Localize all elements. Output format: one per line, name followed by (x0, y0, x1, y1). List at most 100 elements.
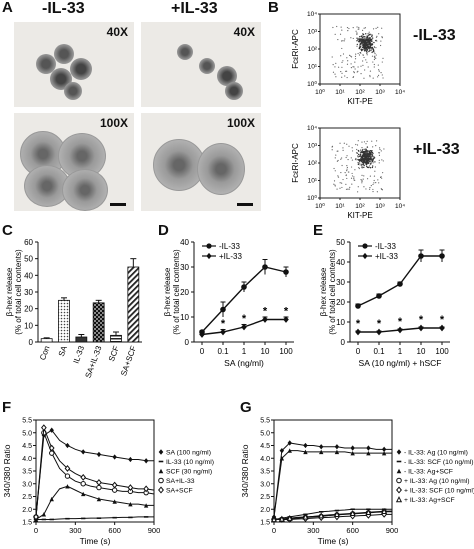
event-dot (359, 38, 362, 40)
event-dot (367, 154, 369, 156)
event-dot (364, 33, 367, 35)
event-dot (371, 155, 374, 157)
x-axis-label: KIT-PE (347, 211, 372, 220)
event-dot (365, 150, 367, 152)
data-point (283, 269, 289, 275)
y-tick-label: 30 (336, 278, 345, 287)
x-tick-label: 10¹ (335, 203, 345, 210)
event-dot (351, 175, 354, 177)
event-dot (343, 40, 345, 42)
event-dot (348, 171, 350, 173)
event-dot (363, 155, 365, 157)
y-tick-label: 10³ (308, 29, 318, 36)
event-dot (373, 157, 376, 159)
event-dot (354, 158, 357, 160)
data-point (286, 514, 293, 521)
event-dot (350, 63, 352, 65)
event-dot (372, 61, 374, 63)
legend-label: -IL-33 (375, 242, 396, 251)
legend-label: - IL-33: SCF (10 ng/ml) (404, 459, 474, 466)
y-tick-label: 5.5 (260, 418, 270, 425)
event-dot (382, 160, 384, 162)
event-dot (339, 142, 341, 144)
event-dot (370, 162, 372, 164)
event-dot (361, 44, 363, 47)
x-axis-label: SA (10 ng/ml) + hSCF (359, 358, 442, 368)
y-axis-label: FcεRI-APC (291, 29, 300, 69)
event-dot (364, 151, 366, 153)
magnification-label: 40X (106, 25, 128, 39)
micrograph-minus-100x: 100X (14, 113, 134, 211)
series-line (35, 429, 154, 517)
event-dot (332, 26, 334, 29)
event-dot (369, 70, 372, 72)
event-dot (360, 48, 362, 51)
event-dot (357, 153, 360, 156)
mast-cell (217, 66, 237, 86)
y-axis-label: β-hex release (163, 267, 172, 316)
event-dot (378, 162, 380, 164)
event-dot (341, 29, 343, 31)
event-dot (346, 177, 348, 180)
event-dot (368, 155, 371, 158)
event-dot (363, 186, 365, 188)
x-tick-label: 10² (355, 203, 365, 210)
y-tick-label: 20 (24, 305, 33, 314)
event-dot (334, 170, 336, 172)
data-point (302, 513, 309, 520)
event-dot (371, 35, 373, 37)
event-dot (341, 186, 343, 189)
event-dot (345, 70, 348, 72)
event-dot (371, 43, 374, 46)
series-line (273, 450, 392, 517)
event-dot (368, 34, 370, 37)
data-point (287, 440, 292, 446)
event-dot (372, 50, 374, 53)
x-tick-label: SA+SCF (119, 344, 138, 377)
event-dot (368, 39, 371, 41)
event-dot (380, 40, 382, 42)
magnification-label: 40X (233, 25, 255, 39)
event-dot (334, 185, 336, 187)
data-point (96, 451, 102, 458)
event-dot (353, 66, 355, 68)
event-dot (366, 146, 369, 148)
event-dot (362, 36, 365, 38)
event-dot (367, 66, 369, 68)
event-dot (347, 188, 349, 190)
event-dot (374, 170, 376, 172)
event-dot (361, 46, 364, 48)
legend-label: SCF (30 ng/ml) (166, 469, 212, 476)
x-tick-label: 0 (356, 347, 361, 356)
data-point (318, 512, 325, 519)
event-dot (348, 27, 350, 30)
panel-label-g: G (240, 399, 252, 416)
event-dot (356, 33, 358, 36)
event-dot (349, 186, 351, 188)
event-dot (371, 40, 373, 43)
event-dot (373, 41, 375, 44)
event-dot (357, 156, 359, 158)
event-dot (336, 160, 338, 162)
event-dot (362, 151, 364, 153)
panel-label-a: A (2, 0, 13, 16)
event-dot (363, 27, 365, 29)
event-dot (351, 172, 353, 175)
event-dot (367, 159, 370, 161)
x-tick-label: Con (38, 345, 51, 362)
event-dot (371, 154, 374, 156)
event-dot (348, 145, 350, 147)
event-dot (357, 28, 359, 30)
data-point (80, 473, 87, 481)
event-dot (362, 160, 364, 163)
micrograph-minus-40x: 40X (14, 22, 134, 107)
y-tick-label: 5.5 (22, 418, 32, 425)
micrograph-plus-100x: 100X (141, 113, 261, 211)
event-dot (376, 191, 378, 193)
event-dot (377, 74, 380, 76)
event-dot (341, 72, 343, 74)
event-dot (346, 168, 348, 170)
x-tick-label: 900 (386, 526, 399, 535)
event-dot (335, 154, 337, 156)
data-point (362, 243, 368, 249)
